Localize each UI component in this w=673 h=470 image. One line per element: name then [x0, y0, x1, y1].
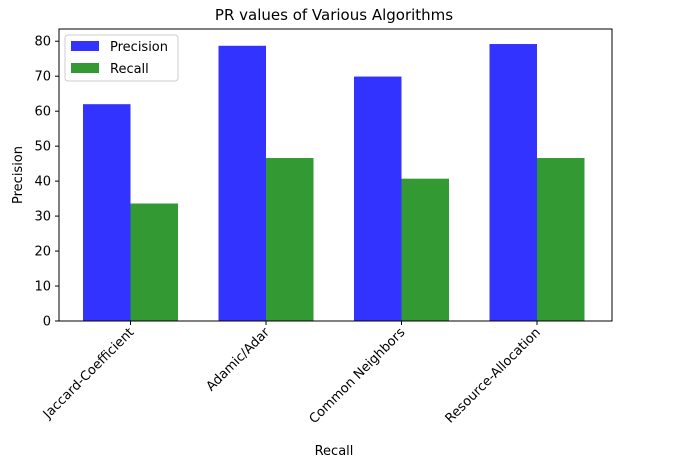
chart-title: PR values of Various Algorithms: [215, 6, 453, 24]
legend-label-precision: Precision: [110, 40, 168, 55]
plot-frame: [58, 28, 613, 322]
legend: Precision Recall: [64, 34, 179, 82]
bar-recall-2: [266, 158, 314, 321]
y-tick-label: 80: [34, 35, 51, 50]
legend-swatch-precision: [71, 41, 99, 51]
bar-precision-4: [489, 44, 537, 322]
bar-recall-3: [401, 178, 449, 321]
legend-swatch-recall: [71, 63, 99, 73]
y-tick-label: 60: [34, 105, 51, 120]
bars-group: [83, 44, 585, 322]
x-tick-label: Resource-Allocation: [443, 325, 544, 426]
x-tick-label: Common Neighbors: [307, 325, 409, 427]
y-tick-label: 10: [34, 280, 51, 295]
y-tick-label: 30: [34, 210, 51, 225]
bar-recall-1: [130, 203, 178, 321]
y-tick-label: 50: [34, 140, 51, 155]
y-tick-label: 40: [34, 175, 51, 190]
y-tick-label: 20: [34, 245, 51, 260]
y-axis: 0 10 20 30 40 50 60 70 80: [34, 35, 59, 330]
bar-recall-4: [537, 158, 585, 321]
y-tick-label: 70: [34, 70, 51, 85]
bar-precision-3: [354, 76, 402, 321]
x-tick-label: Jaccard-Coefficient: [40, 325, 137, 422]
x-axis: Jaccard-Coefficient Adamic/Adar Common Nei…: [40, 321, 544, 427]
y-tick-label: 0: [43, 315, 51, 330]
x-tick-label: Adamic/Adar: [204, 325, 274, 395]
bar-precision-1: [83, 104, 131, 321]
legend-label-recall: Recall: [110, 62, 149, 77]
x-axis-label: Recall: [315, 444, 354, 459]
bar-precision-2: [218, 45, 266, 321]
y-axis-label: Precision: [11, 146, 26, 204]
